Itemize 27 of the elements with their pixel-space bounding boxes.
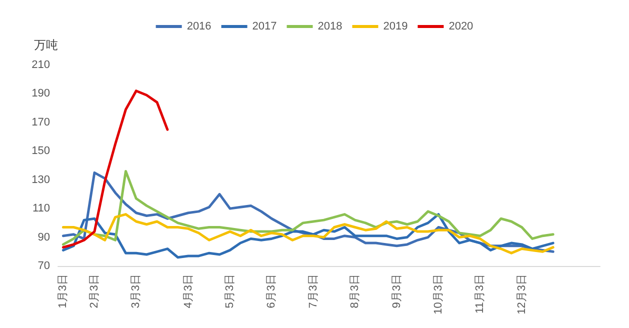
x-tick-label: 6月3日 — [266, 274, 278, 308]
y-axis-title: 万吨 — [34, 38, 58, 52]
legend-label: 2020 — [448, 20, 474, 32]
x-tick-label: 11月3日 — [474, 274, 486, 314]
y-tick-label: 190 — [32, 88, 50, 100]
legend-label: 2016 — [186, 20, 212, 32]
y-tick-label: 70 — [38, 260, 50, 272]
legend-label: 2019 — [383, 20, 408, 32]
y-tick-label: 210 — [32, 59, 50, 71]
x-tick-label: 2月3日 — [88, 274, 100, 308]
y-tick-label: 170 — [32, 116, 50, 128]
x-tick-label: 1月3日 — [57, 274, 70, 308]
line-series — [62, 90, 169, 249]
y-tick-label: 150 — [32, 145, 50, 158]
x-tick-label: 3月3日 — [130, 274, 142, 308]
y-tick-label: 130 — [32, 174, 50, 186]
y-tick-label: 110 — [32, 202, 50, 215]
x-tick-label: 7月3日 — [307, 274, 320, 308]
y-tick-label: 90 — [38, 231, 50, 244]
x-tick-label: 10月3日 — [432, 274, 444, 314]
legend-label: 2018 — [318, 20, 342, 32]
x-tick-label: 4月3日 — [182, 274, 194, 308]
x-tick-label: 12月3日 — [516, 274, 528, 314]
x-tick-label: 5月3日 — [224, 274, 236, 308]
x-tick-label: 8月3日 — [349, 274, 362, 308]
legend-label: 2017 — [252, 20, 277, 32]
x-tick-label: 9月3日 — [390, 274, 403, 308]
